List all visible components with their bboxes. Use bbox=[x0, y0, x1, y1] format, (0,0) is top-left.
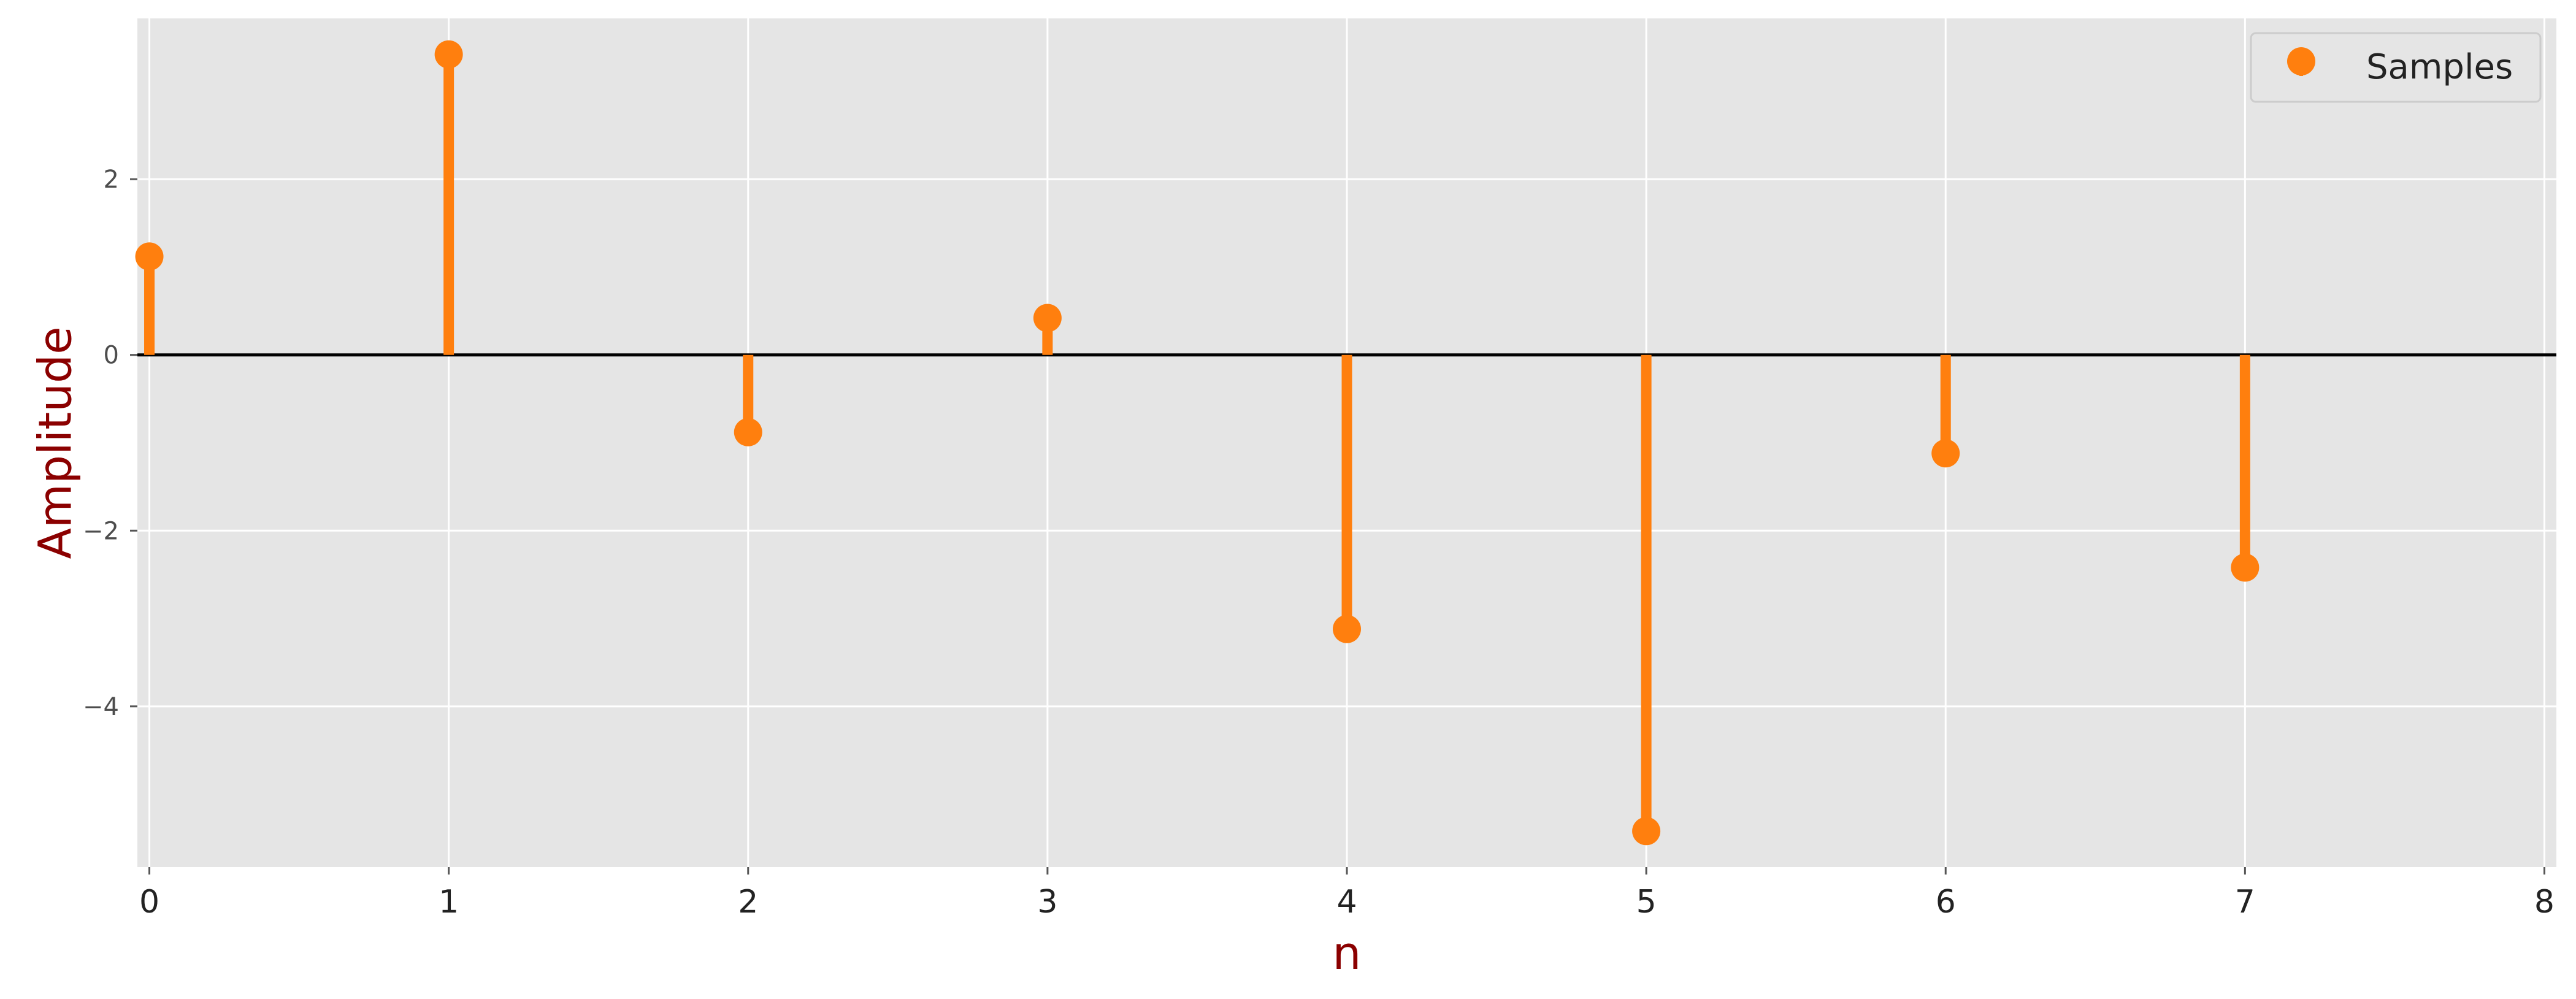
legend: Samples bbox=[2250, 32, 2542, 103]
x-axis-title: n bbox=[1333, 927, 1362, 980]
legend-box bbox=[2250, 32, 2542, 103]
x-tick-label-2: 2 bbox=[738, 884, 758, 921]
y-axis-title: Amplitude bbox=[29, 326, 82, 559]
y-tick-label-0: −4 bbox=[83, 693, 119, 721]
legend-label-samples: Samples bbox=[2366, 47, 2513, 87]
stem-marker-0 bbox=[135, 242, 164, 271]
y-tick-label-3: 2 bbox=[104, 166, 119, 194]
stem-marker-4 bbox=[1333, 614, 1361, 643]
stem-marker-2 bbox=[734, 418, 762, 446]
x-tick-label-7: 7 bbox=[2235, 884, 2255, 921]
y-tick-label-2: 0 bbox=[104, 342, 119, 370]
x-tick-label-4: 4 bbox=[1336, 884, 1357, 921]
x-tick-label-0: 0 bbox=[139, 884, 159, 921]
y-axis-ticks: −4 −2 0 2 bbox=[83, 166, 137, 721]
y-tick-label-1: −2 bbox=[83, 517, 119, 545]
stem-marker-1 bbox=[434, 40, 463, 69]
legend-marker bbox=[2287, 47, 2315, 75]
x-tick-label-5: 5 bbox=[1636, 884, 1657, 921]
stem-marker-6 bbox=[1931, 439, 1960, 468]
stem-series bbox=[135, 40, 2260, 846]
stem-marker-5 bbox=[1632, 817, 1661, 846]
x-tick-label-8: 8 bbox=[2534, 884, 2555, 921]
stem-marker-3 bbox=[1033, 304, 1062, 332]
x-tick-label-3: 3 bbox=[1037, 884, 1057, 921]
x-tick-label-1: 1 bbox=[439, 884, 459, 921]
stem-marker-7 bbox=[2231, 553, 2260, 582]
x-tick-label-6: 6 bbox=[1936, 884, 1956, 921]
x-axis-ticks: 0 1 2 3 4 5 6 7 8 bbox=[139, 867, 2555, 921]
